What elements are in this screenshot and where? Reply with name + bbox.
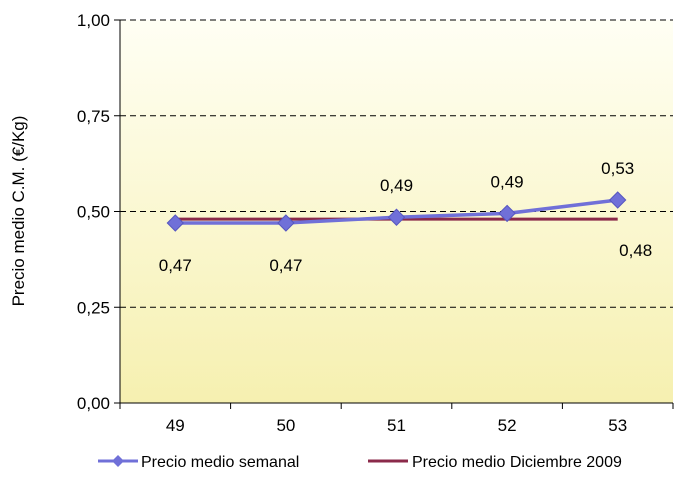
data-label-0: 0,47 [159, 256, 192, 275]
x-tick-label-3: 52 [498, 416, 517, 435]
y-tick-label-0: 0,00 [77, 394, 110, 413]
y-tick-label-1: 0,25 [77, 298, 110, 317]
data-label-4: 0,53 [601, 159, 634, 178]
legend-item-series-1[interactable]: Precio medio semanal [98, 454, 299, 471]
legend-item-series-2[interactable]: Precio medio Diciembre 2009 [368, 454, 622, 471]
legend-label-series-2: Precio medio Diciembre 2009 [412, 454, 622, 471]
y-axis-title: Precio medio C.M. (€/Kg) [9, 116, 28, 307]
x-tick-label-4: 53 [608, 416, 627, 435]
x-tick-label-0: 49 [166, 416, 185, 435]
x-tick-label-1: 50 [276, 416, 295, 435]
data-point-2[interactable] [387, 208, 406, 226]
y-tick-label-2: 0,50 [77, 203, 110, 222]
y-tick-label-4: 1,00 [77, 11, 110, 30]
data-point-3[interactable] [498, 204, 516, 223]
data-label-reference: 0,48 [619, 241, 652, 260]
data-point-4[interactable] [608, 191, 627, 209]
data-point-1[interactable] [277, 214, 295, 232]
data-point-0[interactable] [166, 214, 185, 232]
data-label-2: 0,49 [380, 176, 413, 195]
data-label-1: 0,47 [269, 256, 302, 275]
y-tick-label-3: 0,75 [77, 107, 110, 126]
data-label-3: 0,49 [491, 172, 524, 191]
legend: Precio medio semanal Precio medio Diciem… [98, 454, 622, 471]
x-tick-label-2: 51 [387, 416, 406, 435]
legend-marker-series-1 [112, 455, 124, 467]
legend-label-series-1: Precio medio semanal [141, 454, 299, 471]
